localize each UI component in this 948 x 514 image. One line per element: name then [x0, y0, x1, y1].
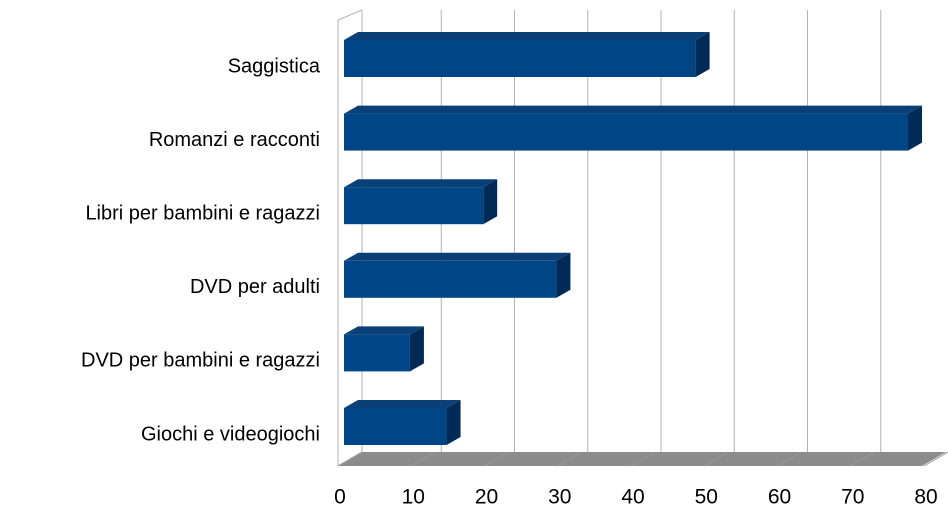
bar: [344, 326, 424, 372]
floor-grid-line: [484, 451, 509, 467]
x-tick-label: 10: [402, 486, 425, 509]
x-tick-label: 70: [841, 486, 864, 509]
y-tick-label: Libri per bambini e ragazzi: [85, 202, 320, 224]
bar-top: [344, 326, 424, 335]
floor-grid-line: [923, 451, 948, 467]
x-tick-label: 40: [621, 486, 644, 509]
bar-side: [908, 105, 923, 151]
bar-side: [483, 179, 498, 225]
y-tick-label: Giochi e videogiochi: [141, 423, 320, 445]
x-tick-label: 50: [695, 486, 718, 509]
bar-front: [344, 187, 484, 225]
bar-front: [344, 260, 557, 298]
floor-grid-line: [777, 451, 802, 467]
bar: [344, 32, 710, 77]
x-tick-label: 0: [334, 486, 346, 509]
bar-side: [556, 252, 571, 298]
floor-grid-line: [337, 451, 363, 467]
bar-side: [446, 400, 461, 445]
bar: [344, 179, 498, 225]
floor-grid-line: [850, 451, 876, 467]
bar-front: [344, 334, 410, 372]
bar: [344, 105, 923, 151]
y-tick-label: Saggistica: [228, 55, 321, 77]
bar-top: [344, 179, 498, 188]
y-tick-label: DVD per adulti: [190, 276, 320, 298]
x-tick-label: 20: [475, 486, 498, 509]
bar-front: [344, 40, 696, 77]
bar-front: [344, 113, 909, 151]
left-wall-edge: [337, 9, 363, 21]
floor-grid-line: [703, 451, 729, 467]
y-tick-label: Romanzi e racconti: [149, 129, 320, 151]
x-tick-label: 80: [914, 486, 937, 509]
floor-grid-line: [557, 451, 583, 467]
bar-top: [344, 252, 571, 261]
bar-side: [409, 326, 424, 372]
bar-top: [344, 105, 923, 114]
x-tick-label: 60: [768, 486, 791, 509]
floor-grid-line: [410, 451, 436, 467]
bar: [344, 252, 571, 298]
y-tick-label: DVD per bambini e ragazzi: [81, 350, 320, 372]
bar-top: [344, 400, 461, 408]
floor-grid-line: [630, 451, 656, 467]
bar-front: [344, 408, 447, 445]
x-tick-label: 30: [548, 486, 571, 509]
bar: [344, 400, 461, 445]
bar-side: [695, 32, 710, 77]
bar-top: [344, 32, 710, 40]
